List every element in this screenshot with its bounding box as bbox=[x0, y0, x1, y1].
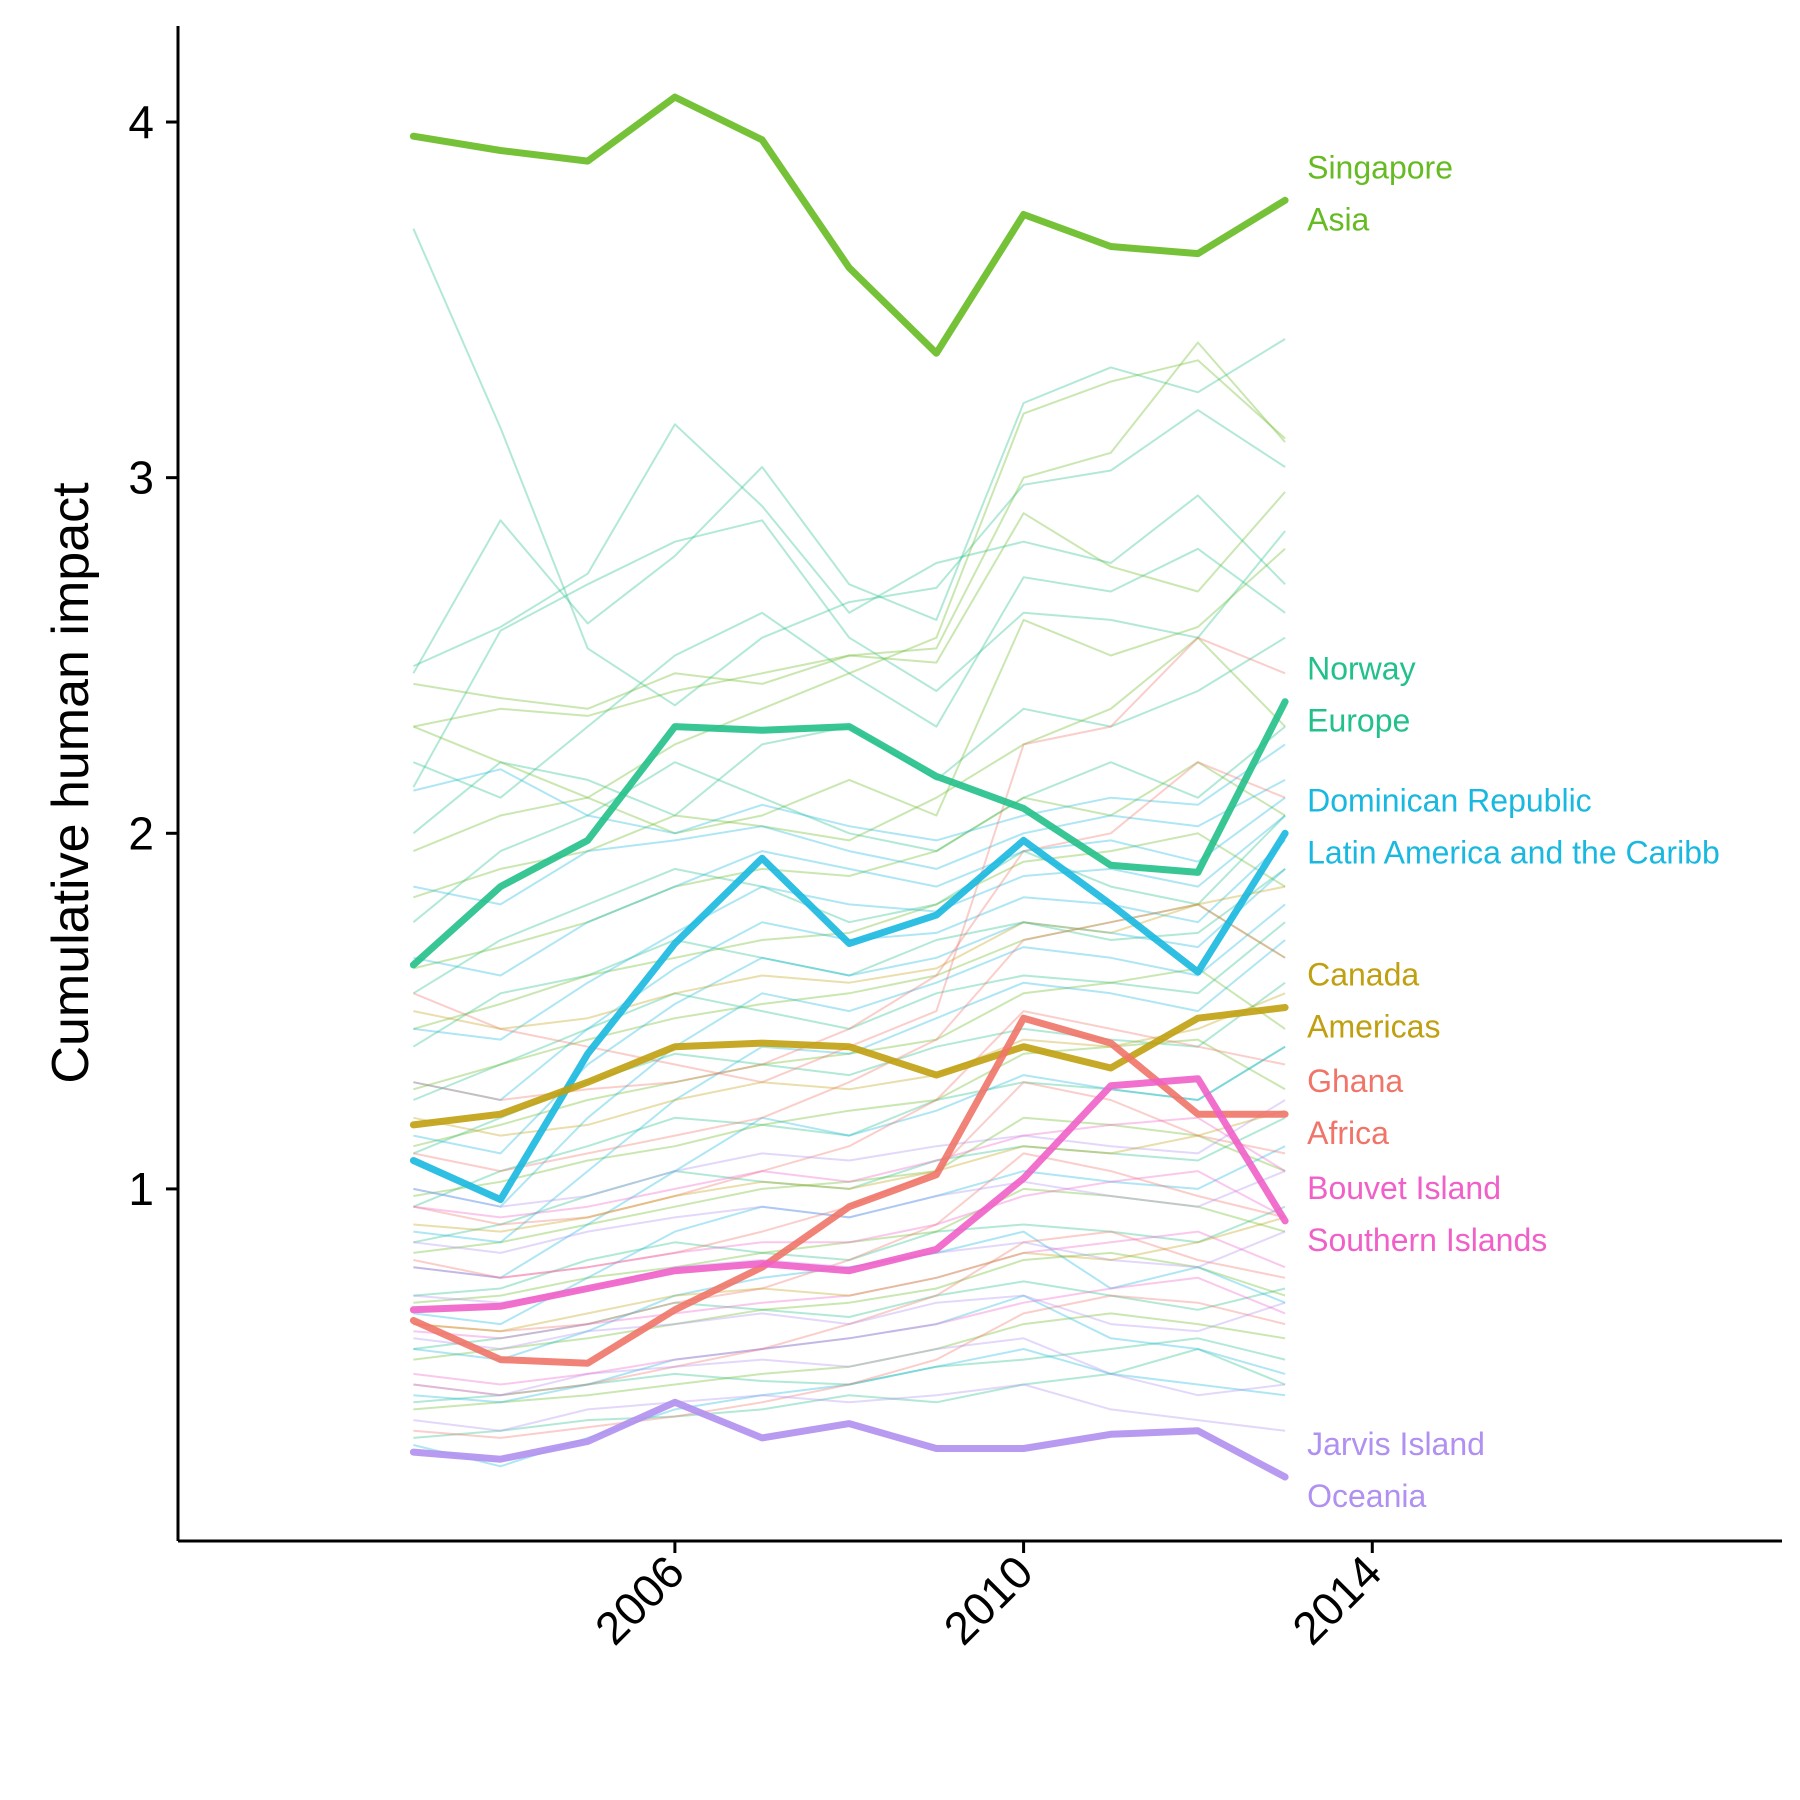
background-series-line-63 bbox=[413, 992, 1286, 1137]
x-axis-ticks: 2006 2010 2014 bbox=[585, 1541, 1391, 1654]
series-label-canada: Canada bbox=[1307, 957, 1419, 993]
series-label-norway: Norway bbox=[1307, 651, 1415, 687]
background-series-line-39 bbox=[413, 1045, 1286, 1279]
background-series-line-49 bbox=[413, 1152, 1286, 1333]
background-series-line-20 bbox=[413, 548, 1286, 853]
background-series-line-17 bbox=[413, 341, 1286, 728]
x-tick-label-2014: 2014 bbox=[1282, 1545, 1391, 1654]
background-series-line-26 bbox=[413, 1038, 1286, 1197]
background-series-line-37 bbox=[413, 903, 1286, 1208]
background-series-line-35 bbox=[413, 839, 1286, 1101]
series-label-ghana: Ghana bbox=[1307, 1063, 1403, 1099]
region-label-latin-america-and-the-caribb: Latin America and the Caribb bbox=[1307, 834, 1720, 870]
background-series-line-42 bbox=[413, 1294, 1286, 1404]
series-line-jarvis-island bbox=[409, 1398, 1289, 1481]
background-series-line-53 bbox=[413, 1170, 1286, 1254]
background-series-line-8 bbox=[412, 868, 1286, 1048]
background-series-line-47 bbox=[413, 1010, 1286, 1226]
region-label-europe: Europe bbox=[1307, 703, 1410, 739]
background-series-line-51 bbox=[413, 1294, 1286, 1439]
x-tick-label-2006: 2006 bbox=[585, 1545, 694, 1654]
series-line-ghana bbox=[409, 1014, 1289, 1367]
background-series-line-32 bbox=[413, 779, 1286, 906]
background-series-line-60 bbox=[413, 1230, 1286, 1340]
background-series-line-4 bbox=[413, 547, 1286, 799]
background-series-line-15 bbox=[413, 1337, 1286, 1404]
background-series-line-50 bbox=[413, 1230, 1286, 1397]
series-label-jarvis-island: Jarvis Island bbox=[1307, 1426, 1485, 1462]
series-line-norway bbox=[409, 698, 1289, 969]
background-series-line-31 bbox=[413, 743, 1286, 842]
background-series-line-21 bbox=[413, 636, 1286, 899]
background-series-line-2 bbox=[412, 423, 1286, 668]
background-series-line-18 bbox=[413, 359, 1286, 799]
background-series-line-30 bbox=[413, 1312, 1286, 1411]
background-series-line-61 bbox=[413, 1276, 1286, 1386]
background-series-line-19 bbox=[413, 491, 1286, 710]
highlighted-series-lines bbox=[409, 93, 1289, 1481]
series-direct-labels: Singapore Asia Norway Europe Dominican Repub… bbox=[1307, 149, 1720, 1514]
background-series-line-38 bbox=[413, 939, 1286, 1244]
background-series-line-59 bbox=[413, 1170, 1286, 1279]
background-series-line-34 bbox=[413, 814, 1286, 1041]
region-label-asia: Asia bbox=[1307, 201, 1369, 237]
background-series-line-23 bbox=[413, 832, 1286, 1030]
background-series-line-6 bbox=[412, 725, 1286, 923]
y-axis-title: Cumulative human impact bbox=[42, 482, 100, 1084]
background-series-line-46 bbox=[413, 903, 1286, 1173]
background-series-line-1 bbox=[412, 338, 1286, 674]
series-line-canada bbox=[409, 1004, 1289, 1129]
background-series-line-27 bbox=[413, 1116, 1286, 1254]
background-series-line-33 bbox=[413, 796, 1286, 977]
background-series-line-5 bbox=[412, 636, 1286, 835]
background-series-line-57 bbox=[413, 1383, 1286, 1432]
series-line-dominican-republic bbox=[409, 829, 1289, 1204]
background-series-line-3 bbox=[412, 519, 1286, 788]
y-axis-ticks: 1 2 3 4 bbox=[128, 96, 178, 1215]
background-series-line-14 bbox=[413, 1280, 1286, 1350]
series-label-dominican-republic: Dominican Republic bbox=[1307, 782, 1592, 818]
background-series-lines bbox=[412, 228, 1286, 1468]
background-series-line-56 bbox=[413, 1337, 1286, 1397]
background-series-line-13 bbox=[413, 1205, 1286, 1297]
y-tick-label-3: 3 bbox=[128, 452, 154, 504]
region-label-oceania: Oceania bbox=[1307, 1478, 1426, 1514]
region-label-americas: Americas bbox=[1307, 1009, 1440, 1045]
background-series-line-24 bbox=[413, 903, 1286, 1091]
background-series-line-25 bbox=[413, 967, 1286, 1148]
y-tick-label-2: 2 bbox=[128, 807, 154, 859]
y-tick-label-4: 4 bbox=[128, 96, 154, 148]
series-label-bouvet-island: Bouvet Island bbox=[1307, 1170, 1501, 1206]
background-series-line-7 bbox=[412, 814, 1286, 995]
background-series-line-52 bbox=[413, 1099, 1286, 1208]
background-series-line-16 bbox=[413, 1348, 1286, 1439]
series-line-singapore bbox=[409, 93, 1289, 357]
background-series-line-62 bbox=[413, 885, 1286, 1030]
region-label-southern-islands: Southern Islands bbox=[1307, 1222, 1547, 1258]
background-series-line-29 bbox=[413, 1251, 1286, 1361]
background-series-line-0 bbox=[412, 228, 1286, 707]
background-series-line-55 bbox=[413, 1294, 1286, 1350]
background-series-line-12 bbox=[413, 1116, 1286, 1244]
background-series-line-22 bbox=[413, 761, 1286, 970]
y-tick-label-1: 1 bbox=[128, 1163, 154, 1215]
region-label-africa: Africa bbox=[1307, 1115, 1389, 1151]
axes bbox=[176, 26, 1782, 1543]
series-line-bouvet-island bbox=[409, 1075, 1289, 1314]
background-series-line-28 bbox=[413, 1187, 1286, 1304]
series-label-singapore: Singapore bbox=[1307, 149, 1453, 185]
background-series-line-58 bbox=[413, 1116, 1286, 1219]
x-tick-label-2010: 2010 bbox=[934, 1545, 1043, 1654]
background-series-line-65 bbox=[413, 1216, 1286, 1333]
background-series-line-11 bbox=[413, 1045, 1286, 1208]
background-series-line-64 bbox=[413, 1109, 1286, 1233]
background-series-line-9 bbox=[413, 921, 1286, 1101]
